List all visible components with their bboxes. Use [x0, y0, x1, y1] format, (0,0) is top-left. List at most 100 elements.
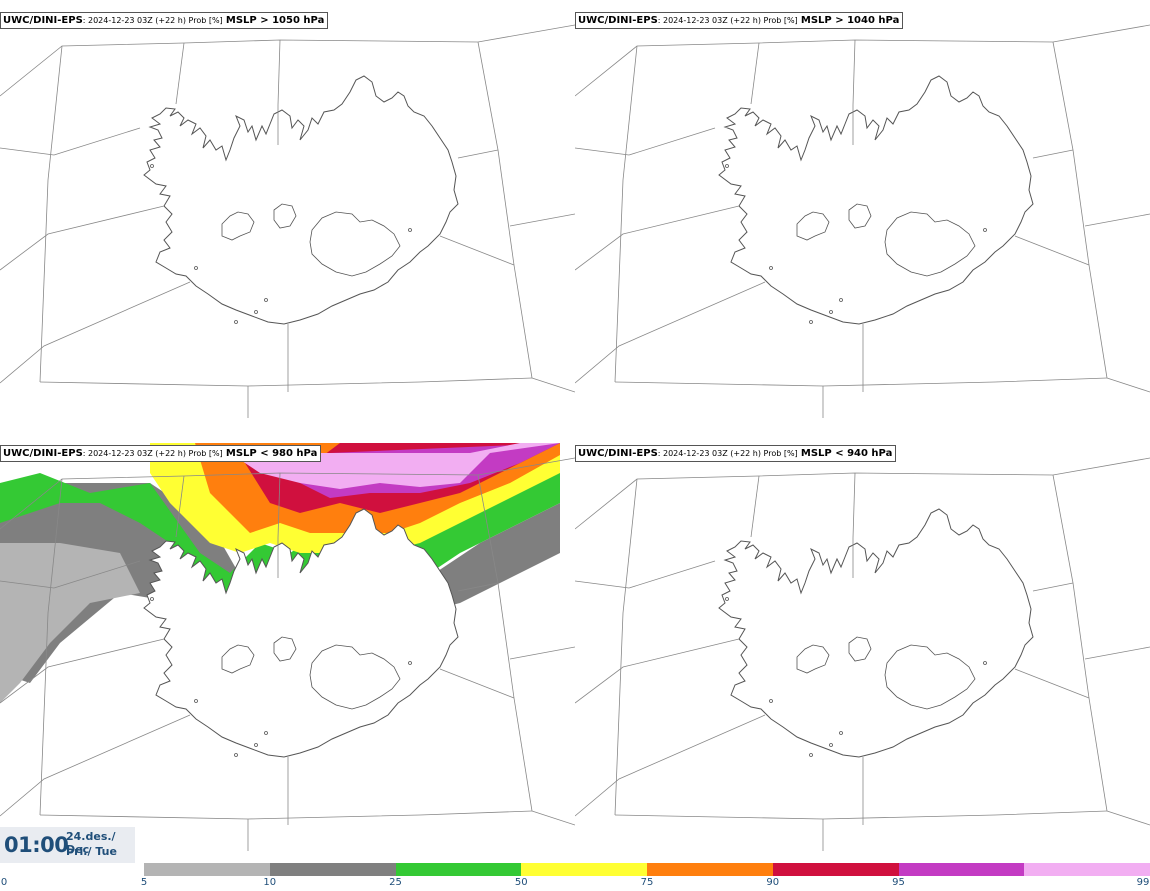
glacier-outline: [884, 644, 976, 710]
island-outline: [829, 743, 833, 747]
legend-tick-label: 25: [389, 877, 402, 888]
glacier-outline: [884, 211, 976, 277]
panel-title-1: UWC/DINI-EPS: 2024-12-23 03Z (+22 h) Pro…: [0, 12, 329, 29]
island-outline: [809, 320, 813, 324]
graticule-line: [39, 377, 533, 387]
legend-swatch: [898, 863, 1025, 876]
graticule-line: [1014, 235, 1090, 266]
valid-date: 24.des./ Dec: [66, 830, 116, 856]
graticule-line: [175, 475, 185, 538]
legend-swatch: [144, 863, 271, 876]
iceland-coastline: [143, 75, 459, 325]
graticule-line: [750, 475, 760, 538]
graticule-line: [0, 147, 55, 156]
island-outline: [234, 320, 238, 324]
legend-swatch: [521, 863, 648, 876]
island-outline: [839, 731, 843, 735]
island-outline: [150, 164, 154, 168]
map-panel-2: UWC/DINI-EPS: 2024-12-23 03Z (+22 h) Pro…: [575, 0, 1150, 432]
island-outline: [264, 298, 268, 302]
graticule-line: [1052, 474, 1108, 812]
island-outline: [769, 266, 773, 270]
glacier-outline: [221, 211, 255, 241]
glacier-outline: [309, 211, 401, 277]
graticule-line: [852, 39, 856, 145]
graticule-line: [0, 580, 55, 589]
run-info: : 2024-12-23 03Z (+22 h) Prob [%]: [82, 449, 223, 458]
graticule-line: [53, 127, 141, 156]
model-name: UWC/DINI-EPS: [578, 15, 658, 26]
legend-tick-label: 90: [766, 877, 780, 888]
graticule-line: [614, 810, 1108, 820]
island-outline: [194, 699, 198, 703]
map-svg-1: [0, 24, 575, 418]
model-name: UWC/DINI-EPS: [3, 448, 83, 459]
model-name: UWC/DINI-EPS: [578, 448, 658, 459]
island-outline: [150, 597, 154, 601]
panel-title-4: UWC/DINI-EPS: 2024-12-23 03Z (+22 h) Pro…: [575, 445, 897, 462]
valid-time-box: 01:00 24.des./ Dec Þri./ Tue: [0, 827, 135, 863]
island-outline: [194, 266, 198, 270]
graticule-line: [852, 472, 856, 578]
parameter-label: MSLP > 1040 hPa: [800, 15, 900, 26]
graticule-line: [1032, 582, 1074, 592]
graticule-line: [1032, 149, 1074, 159]
glacier-outline: [221, 644, 255, 674]
graticule-line: [575, 638, 740, 704]
panel-title-2: UWC/DINI-EPS: 2024-12-23 03Z (+22 h) Pro…: [575, 12, 904, 29]
legend-swatch: [1024, 863, 1150, 876]
graticule-line: [509, 646, 575, 660]
iceland-coastline: [143, 508, 459, 758]
graticule-line: [575, 205, 740, 271]
parameter-label: MSLP < 980 hPa: [225, 448, 318, 459]
map-svg-3: [0, 443, 575, 851]
graticule-line: [575, 457, 1150, 530]
run-info: : 2024-12-23 03Z (+22 h) Prob [%]: [657, 16, 798, 25]
legend-swatch: [772, 863, 899, 876]
graticule-line: [0, 714, 191, 817]
map-panel-4: UWC/DINI-EPS: 2024-12-23 03Z (+22 h) Pro…: [575, 433, 1150, 865]
legend-tick-label: 50: [514, 877, 528, 888]
graticule-line: [457, 149, 499, 159]
graticule-line: [39, 478, 63, 816]
graticule-line: [575, 714, 766, 817]
legend-swatch: [395, 863, 522, 876]
island-outline: [254, 310, 258, 314]
glacier-outline: [796, 211, 830, 241]
graticule-line: [750, 42, 760, 105]
iceland-coastline: [718, 508, 1034, 758]
island-outline: [809, 753, 813, 757]
graticule-line: [628, 560, 716, 589]
valid-weekday: Þri./ Tue: [66, 845, 117, 858]
valid-time-clock: 01:00: [4, 833, 69, 857]
graticule-line: [175, 42, 185, 105]
island-outline: [769, 699, 773, 703]
legend-tick-label: 75: [640, 877, 654, 888]
graticule-line: [614, 478, 638, 816]
graticule-line: [39, 45, 63, 383]
graticule-line: [531, 810, 575, 826]
run-info: : 2024-12-23 03Z (+22 h) Prob [%]: [82, 16, 223, 25]
graticule-line: [1014, 668, 1090, 699]
island-outline: [725, 597, 729, 601]
graticule-line: [614, 377, 1108, 387]
graticule-line: [628, 127, 716, 156]
island-outline: [254, 743, 258, 747]
legend-tick-label: 10: [263, 877, 277, 888]
island-outline: [264, 731, 268, 735]
legend-tick-label: 95: [892, 877, 905, 888]
model-name: UWC/DINI-EPS: [3, 15, 83, 26]
graticule-line: [0, 457, 575, 530]
glacier-outline: [273, 636, 297, 662]
graticule-line: [439, 235, 515, 266]
glacier-outline: [273, 203, 297, 229]
graticule-line: [477, 474, 533, 812]
island-outline: [829, 310, 833, 314]
glacier-outline: [309, 644, 401, 710]
legend-swatch: [269, 863, 396, 876]
graticule-line: [0, 205, 165, 271]
glacier-outline: [848, 203, 872, 229]
graticule-line: [0, 24, 575, 97]
map-svg-2: [575, 24, 1150, 418]
map-panel-3: UWC/DINI-EPS: 2024-12-23 03Z (+22 h) Pro…: [0, 433, 575, 865]
